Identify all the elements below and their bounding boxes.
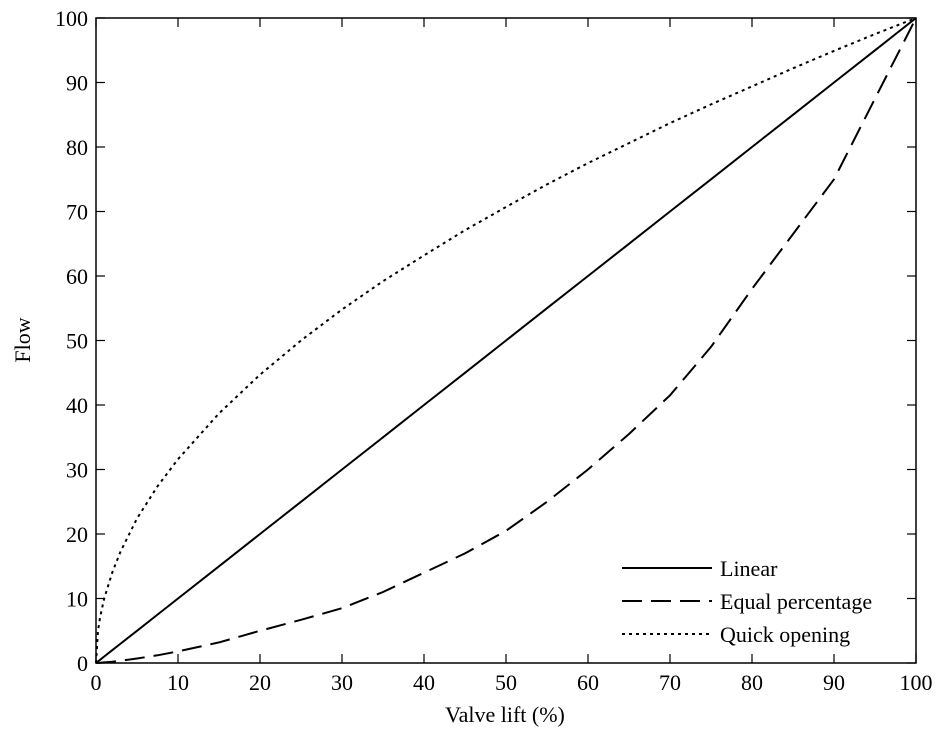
x-tick-label: 40: [413, 670, 435, 695]
x-tick-label: 80: [741, 670, 763, 695]
y-tick-label: 100: [55, 6, 88, 31]
axis-ticks: [95, 17, 917, 664]
y-tick-label: 70: [66, 200, 88, 225]
legend-label-linear: Linear: [720, 556, 778, 581]
y-tick-label: 60: [66, 264, 88, 289]
x-tick-label: 0: [91, 670, 102, 695]
tick-labels: 0 10 20 30 40 50 60 70 80 90 100 0 10 20 30 40 50 60 70 80 9…: [55, 6, 933, 695]
x-tick-label: 30: [331, 670, 353, 695]
series-line-equal-percentage: [95, 17, 917, 664]
legend-label-quick-opening: Quick opening: [720, 622, 850, 647]
x-tick-label: 20: [249, 670, 271, 695]
x-tick-label: 90: [823, 670, 845, 695]
x-tick-label: 60: [577, 670, 599, 695]
legend-item-linear: Linear: [622, 556, 778, 581]
legend-item-quick-opening: Quick opening: [622, 622, 850, 647]
legend-item-equal-percentage: Equal percentage: [622, 589, 872, 614]
y-tick-label: 40: [66, 393, 88, 418]
legend: Linear Equal percentage Quick opening: [622, 556, 872, 647]
x-tick-label: 100: [900, 670, 933, 695]
y-tick-label: 80: [66, 135, 88, 160]
series-line-linear: [95, 17, 917, 664]
x-tick-label: 10: [167, 670, 189, 695]
x-tick-label: 50: [495, 670, 517, 695]
y-tick-label: 10: [66, 587, 88, 612]
legend-label-equal-percentage: Equal percentage: [720, 589, 872, 614]
x-axis-label: Valve lift (%): [445, 702, 565, 727]
y-tick-label: 90: [66, 71, 88, 96]
y-tick-label: 20: [66, 522, 88, 547]
series-lines: [95, 17, 917, 664]
x-tick-label: 70: [659, 670, 681, 695]
series-line-quick-opening: [95, 17, 917, 664]
y-tick-label: 50: [66, 329, 88, 354]
y-axis-label: Flow: [10, 317, 35, 362]
y-tick-label: 30: [66, 458, 88, 483]
y-tick-label: 0: [77, 651, 88, 676]
